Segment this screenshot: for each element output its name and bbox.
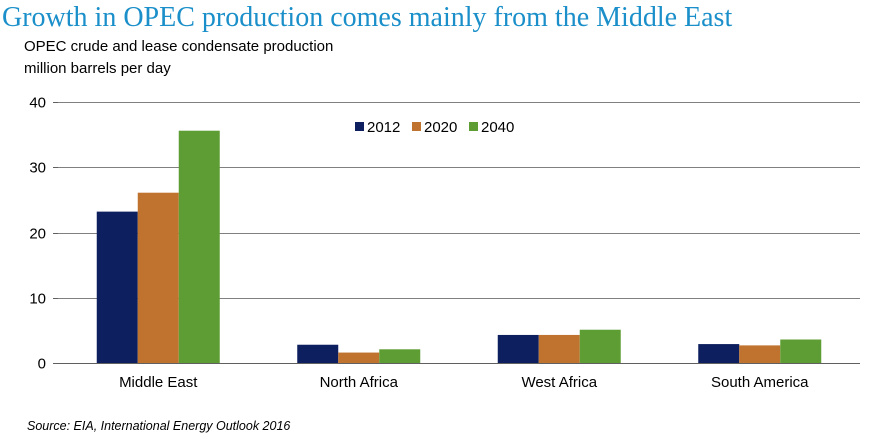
x-axis-ticks: Middle East North Africa West Africa South … <box>119 374 809 391</box>
chart-subtitle: OPEC crude and lease condensate producti… <box>24 38 334 55</box>
bar-middle-east-2012 <box>96 211 138 363</box>
bar-north-africa-2040 <box>379 349 421 363</box>
bar-north-africa-2020 <box>338 352 380 363</box>
x-tick-label-middle-east: Middle East <box>119 374 198 391</box>
bar-middle-east-2040 <box>178 130 220 363</box>
legend-swatch-2020 <box>412 122 421 131</box>
bar-north-africa-2012 <box>297 344 339 363</box>
y-tick-label-40: 40 <box>29 95 46 112</box>
y-tick-label-20: 20 <box>29 226 46 243</box>
chart-units: million barrels per day <box>24 60 171 77</box>
source-note: Source: EIA, International Energy Outloo… <box>27 419 291 433</box>
legend: 2012 2020 2040 <box>355 119 514 136</box>
bar-south-america-2040 <box>780 339 822 363</box>
bar-middle-east-2020 <box>137 192 179 363</box>
legend-label-2012: 2012 <box>367 119 400 136</box>
y-tick-label-30: 30 <box>29 160 46 177</box>
bar-south-america-2020 <box>739 345 781 363</box>
x-tick-label-north-africa: North Africa <box>320 374 399 391</box>
legend-swatch-2040 <box>469 122 478 131</box>
legend-swatch-2012 <box>355 122 364 131</box>
chart-title: Growth in OPEC production comes mainly f… <box>2 2 733 33</box>
bar-south-america-2012 <box>698 344 740 363</box>
x-tick-label-south-america: South America <box>711 374 809 391</box>
legend-label-2020: 2020 <box>424 119 457 136</box>
bar-west-africa-2012 <box>497 334 539 363</box>
legend-label-2040: 2040 <box>481 119 514 136</box>
bar-west-africa-2020 <box>538 334 580 363</box>
y-tick-label-10: 10 <box>29 291 46 308</box>
bar-west-africa-2040 <box>579 329 621 363</box>
y-tick-label-0: 0 <box>38 356 46 373</box>
x-tick-label-west-africa: West Africa <box>521 374 597 391</box>
y-axis-ticks: 0 10 20 30 40 <box>29 95 58 373</box>
bars <box>96 130 822 363</box>
